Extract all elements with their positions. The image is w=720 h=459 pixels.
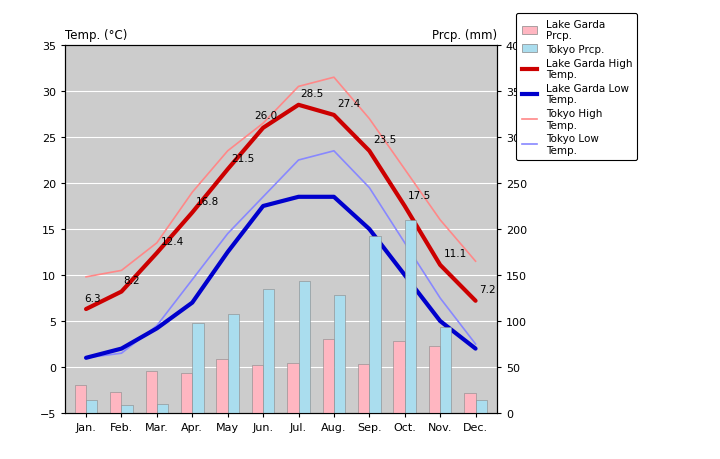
- Bar: [405, 220, 416, 413]
- Bar: [192, 323, 204, 413]
- Bar: [75, 386, 86, 413]
- Text: 23.5: 23.5: [373, 135, 396, 145]
- Text: 7.2: 7.2: [479, 285, 496, 295]
- Bar: [252, 365, 263, 413]
- Text: 27.4: 27.4: [338, 99, 361, 109]
- Bar: [369, 237, 381, 413]
- Bar: [263, 289, 274, 413]
- Bar: [287, 364, 299, 413]
- Bar: [157, 404, 168, 413]
- Text: 16.8: 16.8: [196, 196, 219, 207]
- Bar: [299, 281, 310, 413]
- Bar: [110, 392, 122, 413]
- Text: Prcp. (mm): Prcp. (mm): [432, 29, 497, 42]
- Bar: [122, 405, 132, 413]
- Text: 26.0: 26.0: [254, 110, 277, 120]
- Bar: [145, 371, 157, 413]
- Bar: [181, 374, 192, 413]
- Text: 17.5: 17.5: [408, 190, 431, 200]
- Bar: [429, 346, 440, 413]
- Bar: [475, 400, 487, 413]
- Bar: [323, 340, 334, 413]
- Bar: [440, 328, 451, 413]
- Text: 8.2: 8.2: [123, 275, 140, 285]
- Text: 12.4: 12.4: [161, 237, 184, 247]
- Text: Temp. (°C): Temp. (°C): [65, 29, 127, 42]
- Bar: [358, 364, 369, 413]
- Bar: [86, 400, 97, 413]
- Legend: Lake Garda
Prcp., Tokyo Prcp., Lake Garda High
Temp., Lake Garda Low
Temp., Toky: Lake Garda Prcp., Tokyo Prcp., Lake Gard…: [516, 14, 637, 161]
- Text: 11.1: 11.1: [444, 249, 467, 259]
- Bar: [393, 341, 405, 413]
- Text: 28.5: 28.5: [300, 89, 323, 99]
- Bar: [464, 393, 475, 413]
- Bar: [216, 359, 228, 413]
- Text: 6.3: 6.3: [84, 293, 101, 303]
- Bar: [228, 314, 239, 413]
- Text: 21.5: 21.5: [231, 153, 254, 163]
- Bar: [334, 296, 346, 413]
